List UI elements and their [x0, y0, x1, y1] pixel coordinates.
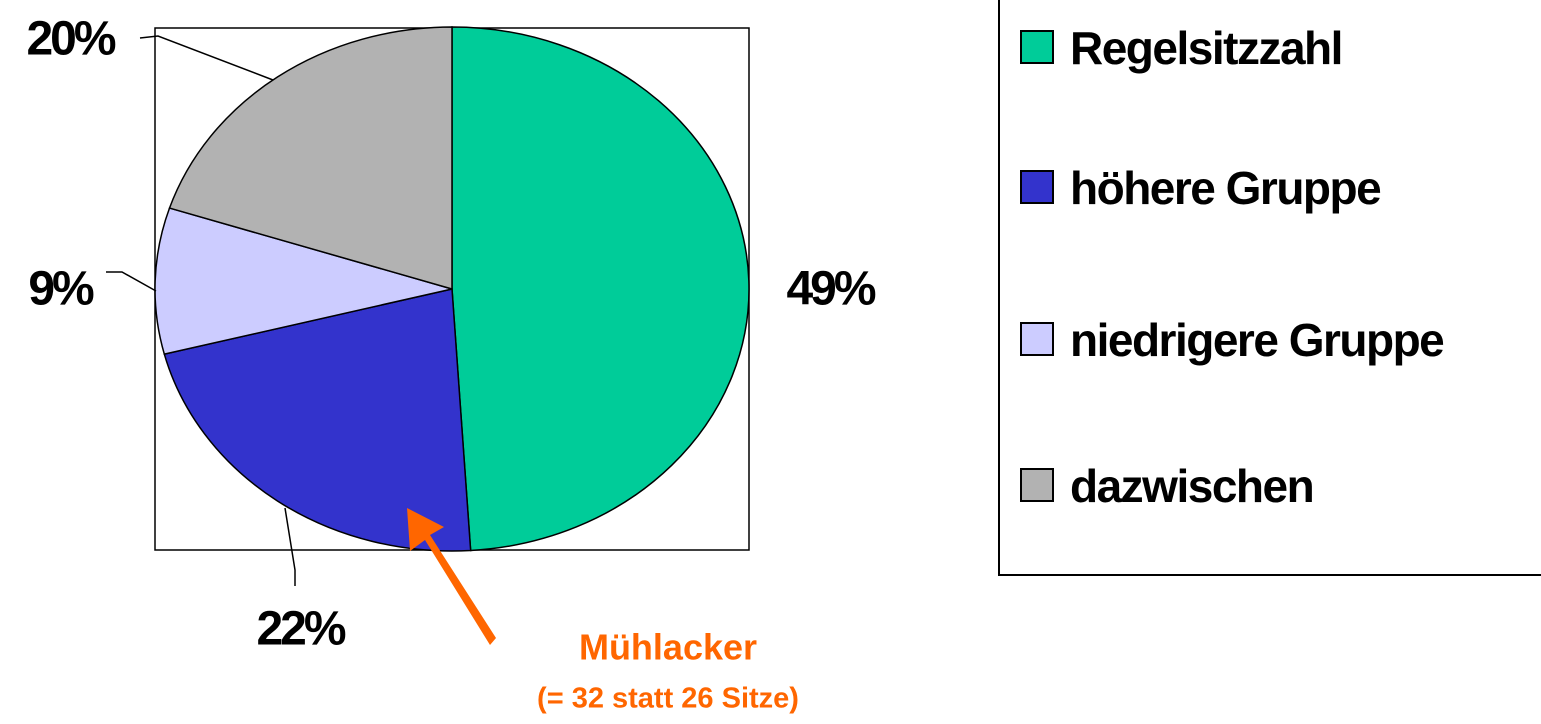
leader-line — [139, 35, 274, 81]
annotation: (= 32 statt 26 Sitze) — [537, 683, 799, 715]
legend-swatch — [1020, 322, 1054, 356]
legend-label: höhere Gruppe — [1070, 162, 1382, 214]
leader-line — [106, 271, 157, 292]
arrow — [407, 508, 496, 645]
legend-entry: dazwischen — [1020, 456, 1510, 516]
legend: Regelsitzzahl höhere Gruppe niedrigere Gru… — [998, 0, 1541, 576]
pie-slice — [168, 26, 453, 290]
pie-slice — [163, 288, 472, 552]
data-label: 20% — [26, 13, 115, 66]
data-label: 9% — [28, 263, 94, 316]
data-label: 49% — [786, 263, 875, 316]
leader-line — [284, 507, 296, 586]
legend-label: dazwischen — [1070, 460, 1315, 512]
pie — [154, 26, 750, 552]
legend-label: niedrigere Gruppe — [1070, 314, 1445, 366]
legend-entry: niedrigere Gruppe — [1020, 310, 1510, 370]
legend-entry: höhere Gruppe — [1020, 158, 1510, 218]
pie-slice — [451, 26, 750, 552]
data-label: 22% — [256, 603, 345, 656]
annotation: Mühlacker — [579, 627, 757, 668]
pie-slice — [154, 207, 453, 356]
legend-swatch — [1020, 170, 1054, 204]
legend-entry: Regelsitzzahl — [1020, 18, 1510, 78]
legend-swatch — [1020, 468, 1054, 502]
legend-swatch — [1020, 30, 1054, 64]
legend-label: Regelsitzzahl — [1070, 22, 1343, 74]
